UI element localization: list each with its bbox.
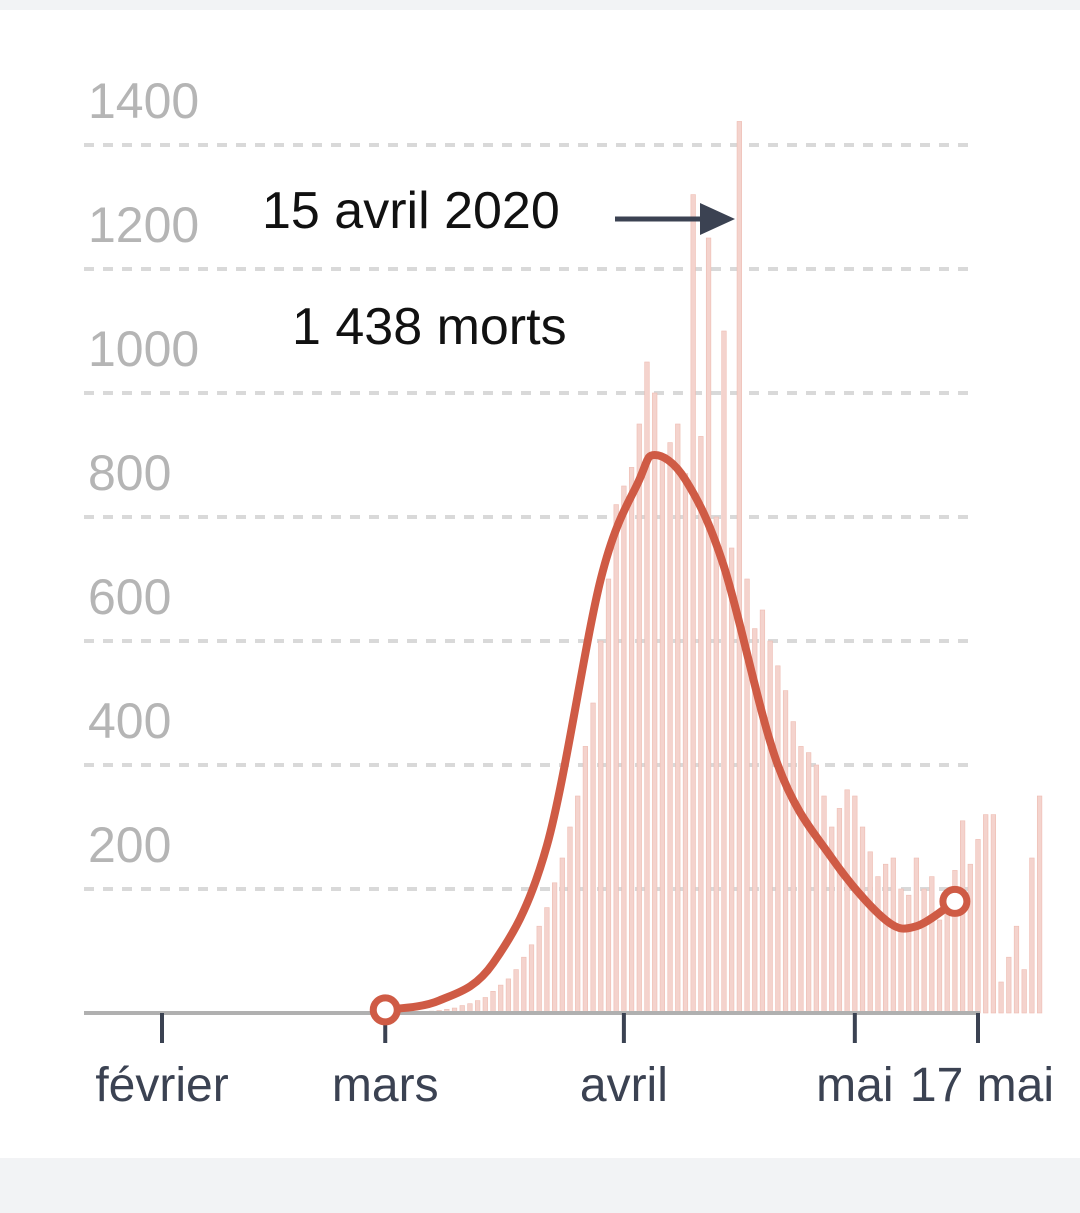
y-tick-label-600: 600 [88,569,171,625]
bar-day-64 [867,851,873,1014]
bar-day-14 [482,997,488,1014]
x-tick-label-4: 17 mai [910,1059,1054,1112]
bar-day-83 [1013,925,1020,1014]
y-tick-label-1200: 1200 [88,197,199,253]
bar-day-52 [775,665,781,1014]
x-tick-label-1: mars [332,1059,439,1112]
bar-day-46 [729,547,735,1014]
bar-day-26 [575,795,581,1014]
bar-day-27 [582,746,588,1014]
annotation-date-bg [258,180,598,236]
bar-day-23 [552,882,558,1014]
bar-day-69 [906,894,912,1014]
annotation-layer: 15 avril 2020 1 438 morts [258,180,735,356]
annotation-arrow-head [700,203,735,235]
bar-day-57 [813,764,819,1014]
bar-day-37 [659,454,665,1014]
bar-day-86 [1036,795,1043,1014]
annotation-date: 15 avril 2020 [262,182,560,240]
bar-day-22 [544,907,550,1014]
annotation-value-bg [288,297,600,353]
bar-day-21 [536,925,542,1014]
y-tick-label-200: 200 [88,817,171,873]
bar-day-82 [1006,956,1012,1014]
bar-day-31 [613,504,619,1014]
bar-day-45 [721,330,727,1014]
bar-day-24 [559,857,565,1014]
bar-day-77 [967,863,973,1014]
bar-day-74 [944,907,950,1014]
bar-day-85 [1029,857,1035,1014]
bar-day-42 [698,436,704,1014]
bar-day-66 [883,863,889,1014]
bar-day-34 [636,423,642,1014]
bar-day-73 [936,919,943,1014]
grid-layer [84,143,970,891]
trend-line [381,451,959,1014]
bar-day-67 [890,857,896,1014]
label-layer: 200 400 600 800 1000 1200 1400 février mars avril… [88,73,1054,1112]
bar-day-60 [836,808,843,1014]
bar-day-50 [759,609,766,1014]
bar-day-53 [782,690,789,1014]
bar-day-40 [682,473,689,1014]
trend-end-marker [939,885,971,917]
bar-day-56 [806,752,812,1014]
y-tick-label-1000: 1000 [88,321,199,377]
bar-day-15 [490,990,496,1014]
bar-day-54 [790,721,796,1014]
trend-layer [369,451,971,1026]
bar-day-25 [567,826,573,1014]
bar-day-81 [998,981,1004,1014]
bar-day-44 [713,516,719,1014]
bar-day-47 [736,121,742,1014]
bar-day-17 [505,978,512,1014]
bar-day-19 [521,956,527,1014]
y-tick-label-800: 800 [88,445,171,501]
bar-day-55 [798,746,804,1014]
bar-day-76 [960,820,966,1014]
bar-day-79 [983,814,989,1014]
bar-day-28 [590,702,596,1014]
bar-day-63 [859,826,866,1014]
y-tick-label-1400: 1400 [88,73,199,129]
bar-day-16 [498,984,504,1014]
x-tick-label-0: février [95,1059,228,1112]
bar-day-84 [1021,969,1027,1014]
annotation-value: 1 438 morts [292,298,567,356]
bar-day-71 [921,888,927,1014]
axis-layer [84,1011,980,1043]
x-tick-label-2: avril [580,1059,668,1112]
bar-day-80 [990,814,996,1014]
bar-day-61 [844,789,850,1014]
bar-day-41 [690,194,696,1014]
bar-day-29 [598,640,604,1014]
bar-day-62 [852,795,858,1014]
bar-day-30 [605,578,612,1014]
bar-day-72 [929,876,935,1014]
bar-day-38 [667,442,673,1014]
bar-day-43 [705,237,712,1014]
bar-layer [398,121,1043,1014]
bar-day-36 [652,392,658,1014]
bar-day-33 [628,467,635,1014]
trend-start-marker [369,994,401,1026]
y-tick-label-400: 400 [88,693,171,749]
bar-day-65 [875,876,881,1014]
bar-day-20 [528,944,535,1014]
bar-day-51 [767,640,773,1014]
bar-day-58 [821,795,827,1014]
x-tick-label-3: mai [816,1059,893,1112]
bar-day-68 [898,888,904,1014]
bar-day-78 [975,839,981,1014]
bar-day-39 [675,423,681,1014]
bar-day-70 [913,857,920,1014]
bar-day-18 [513,969,519,1014]
bar-day-32 [621,485,627,1014]
